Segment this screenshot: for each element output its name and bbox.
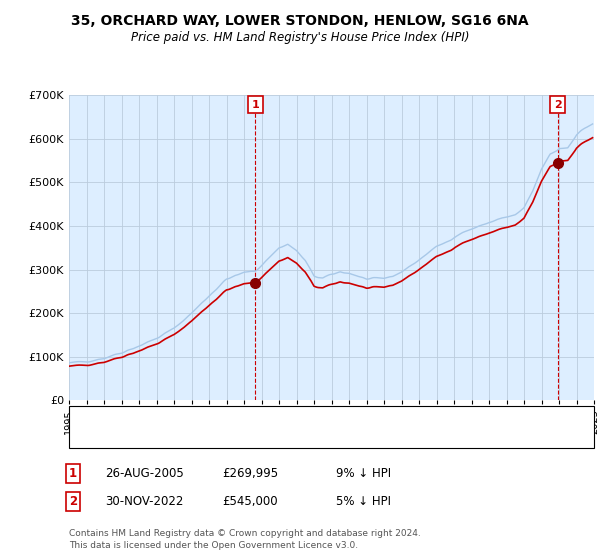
Text: 1: 1: [251, 100, 259, 110]
Text: Price paid vs. HM Land Registry's House Price Index (HPI): Price paid vs. HM Land Registry's House …: [131, 31, 469, 44]
Text: £545,000: £545,000: [222, 494, 278, 508]
Text: 5% ↓ HPI: 5% ↓ HPI: [336, 494, 391, 508]
Text: HPI: Average price, detached house, Central Bedfordshire: HPI: Average price, detached house, Cent…: [109, 432, 409, 442]
Text: 9% ↓ HPI: 9% ↓ HPI: [336, 466, 391, 480]
Text: 35, ORCHARD WAY, LOWER STONDON, HENLOW, SG16 6NA (detached house): 35, ORCHARD WAY, LOWER STONDON, HENLOW, …: [109, 413, 513, 423]
Text: 35, ORCHARD WAY, LOWER STONDON, HENLOW, SG16 6NA: 35, ORCHARD WAY, LOWER STONDON, HENLOW, …: [71, 14, 529, 28]
Text: 2: 2: [69, 494, 77, 508]
Text: 1: 1: [69, 466, 77, 480]
Text: 2: 2: [554, 100, 562, 110]
FancyBboxPatch shape: [69, 406, 594, 448]
Text: 30-NOV-2022: 30-NOV-2022: [105, 494, 184, 508]
Text: £269,995: £269,995: [222, 466, 278, 480]
Text: Contains HM Land Registry data © Crown copyright and database right 2024.
This d: Contains HM Land Registry data © Crown c…: [69, 529, 421, 550]
Text: 26-AUG-2005: 26-AUG-2005: [105, 466, 184, 480]
